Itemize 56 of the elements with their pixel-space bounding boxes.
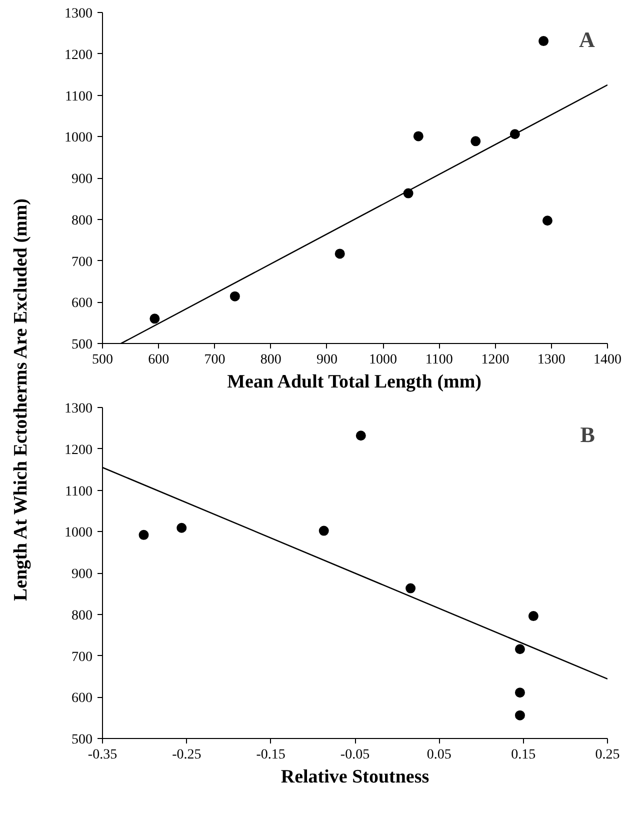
x-tick-label: 1000	[369, 352, 398, 368]
point	[538, 36, 549, 46]
x-tick-label: -0.05	[340, 748, 370, 762]
y-tick-label: 900	[72, 172, 92, 187]
x-tick-label: 1100	[425, 352, 453, 368]
y-tick-label: 500	[72, 338, 92, 352]
x-tick-label: -0.35	[88, 748, 118, 762]
y-tick-label: 600	[72, 296, 92, 312]
point	[514, 710, 525, 720]
y-tick-label: 700	[72, 650, 92, 665]
x-tick-label: 1400	[594, 352, 622, 368]
point	[406, 583, 416, 594]
point	[150, 314, 160, 324]
point	[528, 611, 538, 622]
x-tick-label: 700	[204, 352, 226, 368]
x-tick-label: 1300	[537, 352, 566, 368]
annotation: A	[578, 27, 595, 52]
point	[514, 688, 525, 698]
point	[138, 530, 149, 540]
point	[514, 644, 525, 654]
y-tick-label: 500	[72, 732, 92, 748]
point	[356, 430, 366, 441]
annotation: B	[580, 422, 596, 448]
y-tick-label: 700	[72, 254, 92, 270]
y-tick-label: 1200	[64, 442, 92, 458]
x-tick-label: 1200	[481, 352, 510, 368]
point	[176, 522, 187, 533]
y-tick-label: 1000	[64, 526, 92, 541]
point	[470, 136, 481, 146]
point	[318, 526, 329, 536]
y-tick-label: 900	[72, 567, 92, 582]
x-tick-label: 900	[316, 352, 338, 368]
point	[230, 291, 240, 302]
y-tick-label: 1300	[64, 402, 92, 416]
x-tick-label: 800	[260, 352, 282, 368]
y-tick-label: 1100	[65, 89, 93, 104]
point	[542, 216, 552, 226]
x-tick-label: 0.15	[511, 748, 536, 762]
x-axis-title: Mean Adult Total Length (mm)	[227, 372, 482, 392]
y-tick-label: 1000	[64, 130, 92, 146]
y-tick-label: 1100	[65, 484, 93, 500]
x-tick-label: -0.25	[172, 748, 202, 762]
point	[334, 248, 345, 259]
y-tick-label: 1300	[64, 6, 92, 22]
x-tick-label: 0.25	[595, 748, 620, 762]
y-tick-label: 800	[72, 608, 92, 624]
y-tick-label: 1200	[64, 48, 92, 63]
x-axis-title: Relative Stoutness	[280, 766, 430, 788]
x-tick-label: -0.15	[256, 748, 286, 762]
x-tick-label: 600	[148, 352, 170, 368]
y-tick-label: 600	[72, 691, 92, 706]
point	[413, 131, 424, 142]
x-tick-label: 500	[92, 352, 113, 368]
y-axis-title: Length At Which Ectotherms Are Excluded (mm)	[9, 198, 32, 602]
y-tick-label: 800	[72, 213, 92, 228]
x-tick-label: 0.05	[426, 748, 452, 762]
